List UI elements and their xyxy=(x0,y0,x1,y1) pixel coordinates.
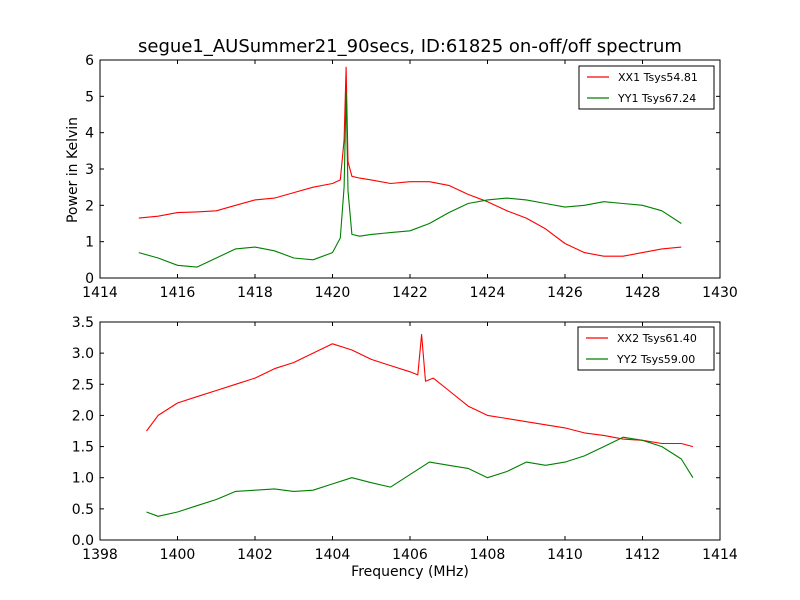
x-tick-label: 1422 xyxy=(392,285,428,301)
y-tick-label: 1.0 xyxy=(72,471,94,487)
y-tick-label: 3.0 xyxy=(72,346,94,362)
top-plot-area: 1414 1416 1418 1420 1422 1424 1426 1428 1430 0 1 2 3… xyxy=(82,53,738,301)
x-tick-label: 1414 xyxy=(702,547,738,563)
x-tick-label: 1406 xyxy=(392,547,428,563)
chart-title: segue1_AUSummer21_90secs, ID:61825 on-of… xyxy=(138,36,682,57)
y-axis-label: Power in Kelvin xyxy=(65,117,81,223)
x-tick-label: 1402 xyxy=(237,547,273,563)
x-tick-label: 1404 xyxy=(315,547,351,563)
x-tick-label: 1430 xyxy=(702,285,738,301)
legend-box xyxy=(577,326,715,371)
x-tick-label: 1408 xyxy=(470,547,506,563)
x-tick-label: 1426 xyxy=(547,285,583,301)
bottom-plot-area: 1398 1400 1402 1404 1406 1408 1410 1412 1414 0.0 0… xyxy=(72,315,738,563)
legend-label: YY2 Tsys59.00 xyxy=(616,353,695,366)
bottom-spectrum-panel: Frequency (MHz) 1398 1400 1402 1404 1406 1408… xyxy=(72,315,738,580)
series-line-xx xyxy=(138,66,682,257)
y-tick-label: 5 xyxy=(85,89,94,105)
x-tick-label: 1424 xyxy=(470,285,506,301)
y-tick-label: 2.0 xyxy=(72,408,94,424)
x-tick-label: 1400 xyxy=(160,547,196,563)
y-tick-label: 0.5 xyxy=(72,502,94,518)
y-tick-label: 1 xyxy=(85,235,94,251)
legend-label: YY1 Tsys67.24 xyxy=(617,92,696,105)
y-tick-label: 2 xyxy=(85,198,94,214)
series-line-yy xyxy=(146,436,694,517)
y-tick-label: 2.5 xyxy=(72,377,94,393)
x-tick-label: 1420 xyxy=(315,285,351,301)
y-tick-label: 3.5 xyxy=(72,315,94,331)
y-tick-label: 4 xyxy=(85,126,94,142)
series-line-xx xyxy=(146,333,694,448)
x-tick-label: 1418 xyxy=(237,285,273,301)
y-tick-label: 6 xyxy=(85,53,94,69)
series-line-yy xyxy=(138,92,682,268)
legend-label: XX2 Tsys61.40 xyxy=(617,332,697,345)
top-spectrum-panel: segue1_AUSummer21_90secs, ID:61825 on-of… xyxy=(65,36,738,301)
x-tick-label: 1414 xyxy=(82,285,118,301)
x-tick-label: 1416 xyxy=(160,285,196,301)
x-tick-label: 1398 xyxy=(82,547,118,563)
y-tick-label: 0.0 xyxy=(72,533,94,549)
legend-box xyxy=(578,65,715,110)
y-tick-label: 1.5 xyxy=(72,440,94,456)
x-tick-label: 1410 xyxy=(547,547,583,563)
y-tick-label: 0 xyxy=(85,271,94,287)
x-tick-label: 1412 xyxy=(625,547,661,563)
x-axis-label: Frequency (MHz) xyxy=(351,564,469,580)
y-tick-label: 3 xyxy=(85,162,94,178)
x-tick-label: 1428 xyxy=(625,285,661,301)
legend-label: XX1 Tsys54.81 xyxy=(618,71,698,84)
